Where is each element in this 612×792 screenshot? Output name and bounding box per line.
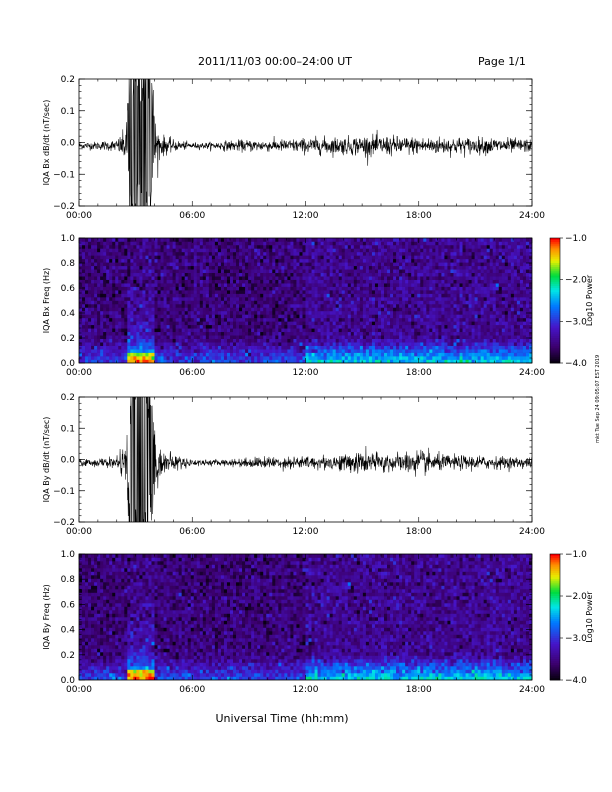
colorbar-tick-label: −2.0 — [565, 592, 587, 602]
panel-4-xtick-label: 18:00 — [406, 685, 432, 695]
colorbar-tick-label: −4.0 — [565, 676, 587, 686]
panel-1-ytick-label: 0.2 — [61, 75, 75, 85]
panel-3-xtick-label: 12:00 — [293, 527, 319, 537]
panel-4-ytick-label: 0.4 — [61, 626, 76, 636]
panel-2-ytick-label: 0.6 — [61, 284, 76, 294]
panel-2-xtick-label: 18:00 — [406, 368, 432, 378]
panel-3-xtick-label: 00:00 — [66, 527, 92, 537]
panel-2: −1.0 −2.0 −3.0 −4.0 Log10 Power 00:00 06:00 12:… — [42, 234, 594, 378]
panel-2-content — [79, 238, 532, 363]
colorbar-label: Log10 Power — [585, 274, 594, 326]
panel-4-xtick-label: 00:00 — [66, 685, 92, 695]
panel-2-xtick-label: 12:00 — [293, 368, 319, 378]
panel-4-ylabel: IQA By Freq (Hz) — [42, 584, 51, 650]
page-indicator: Page 1/1 — [478, 55, 526, 68]
panel-2-xtick-label: 24:00 — [519, 368, 545, 378]
panel-3-ytick-label: −0.1 — [53, 487, 75, 497]
panel-4-xtick-label: 24:00 — [519, 685, 545, 695]
panel-4: −1.0 −2.0 −3.0 −4.0 Log10 Power 00:00 06:00 12:… — [42, 550, 594, 695]
panel-4-ytick-label: 1.0 — [61, 550, 76, 560]
panel-2-ytick-label: 0.8 — [61, 259, 76, 269]
panel-2-ytick-label: 0.4 — [61, 309, 76, 319]
panel-1-content — [79, 79, 532, 206]
panel-3-xtick-label: 06:00 — [179, 527, 205, 537]
panel-2-ytick-label: 0.0 — [61, 359, 76, 369]
panel-4-xtick-label: 06:00 — [179, 685, 205, 695]
panel-2-ytick-label: 1.0 — [61, 234, 76, 244]
colorbar-tick-label: −3.0 — [565, 317, 587, 327]
panel-4-colorbar: −1.0 −2.0 −3.0 −4.0 Log10 Power — [549, 550, 594, 686]
panel-1-ytick-label: 0.0 — [61, 139, 76, 149]
panel-3-content — [79, 397, 532, 522]
panel-1-series-line — [79, 79, 532, 206]
panel-4-spectrogram — [79, 554, 532, 680]
colorbar-tick-label: −1.0 — [565, 234, 587, 244]
panel-1-ylabel: IQA Bx dB/dt (nT/sec) — [42, 100, 51, 186]
panel-2-ytick-label: 0.2 — [61, 334, 75, 344]
colorbar-tick-label: −3.0 — [565, 634, 587, 644]
panel-1-ytick-label: −0.1 — [53, 170, 75, 180]
panel-4-ytick-label: 0.0 — [61, 676, 76, 686]
panel-2-spectrogram — [79, 238, 532, 363]
panel-3: 00:00 06:00 12:00 18:00 24:00 0.2 0.1 0.0 −0.1 −0… — [42, 393, 545, 537]
panel-3-series-line — [79, 397, 532, 522]
panel-2-xtick-label: 00:00 — [66, 368, 92, 378]
panel-1-frame — [78, 78, 533, 207]
panel-1-xtick-label: 06:00 — [179, 211, 205, 221]
figure-title: 2011/11/03 00:00–24:00 UT — [198, 55, 352, 68]
panel-1-xtick-label: 18:00 — [406, 211, 432, 221]
panel-3-ytick-label: 0.1 — [61, 424, 75, 434]
panel-1: 00:00 06:00 12:00 18:00 24:00 0.2 0.1 0.0 −0.1 −0… — [42, 75, 545, 221]
panel-2-colorbar: −1.0 −2.0 −3.0 −4.0 Log10 Power — [549, 234, 594, 369]
panels: 00:00 06:00 12:00 18:00 24:00 0.2 0.1 0.0 −0.1 −0… — [42, 75, 594, 695]
panel-1-xtick-label: 24:00 — [519, 211, 545, 221]
panel-1-ytick-label: 0.1 — [61, 107, 75, 117]
panel-3-ytick-label: 0.2 — [61, 393, 75, 403]
colorbar-tick-label: −2.0 — [565, 276, 587, 286]
panel-3-xtick-label: 24:00 — [519, 527, 545, 537]
panel-2-xtick-label: 06:00 — [179, 368, 205, 378]
panel-1-xtick-label: 00:00 — [66, 211, 92, 221]
panel-3-ylabel: IQA By dB/dt (nT/sec) — [42, 417, 51, 503]
panel-1-xtick-label: 12:00 — [293, 211, 319, 221]
panel-1-ytick-label: −0.2 — [53, 202, 75, 212]
colorbar-tick-label: −1.0 — [565, 550, 587, 560]
x-axis-label: Universal Time (hh:mm) — [216, 712, 349, 725]
panel-4-xtick-label: 12:00 — [293, 685, 319, 695]
panel-2-ylabel: IQA Bx Freq (Hz) — [42, 268, 51, 334]
panel-4-ytick-label: 0.6 — [61, 600, 76, 610]
panel-3-ytick-label: 0.0 — [61, 456, 76, 466]
panel-4-content — [79, 554, 532, 680]
colorbar-tick-label: −4.0 — [565, 359, 587, 369]
colorbar-label: Log10 Power — [585, 591, 594, 643]
panel-3-xtick-label: 18:00 — [406, 527, 432, 537]
panel-3-ytick-label: −0.2 — [53, 518, 75, 528]
timestamp-stamp: mkt Tue Sep 24 09:05:07 EST 2019 — [595, 355, 601, 443]
panel-4-ytick-label: 0.2 — [61, 651, 75, 661]
panel-4-ytick-label: 0.8 — [61, 575, 76, 585]
